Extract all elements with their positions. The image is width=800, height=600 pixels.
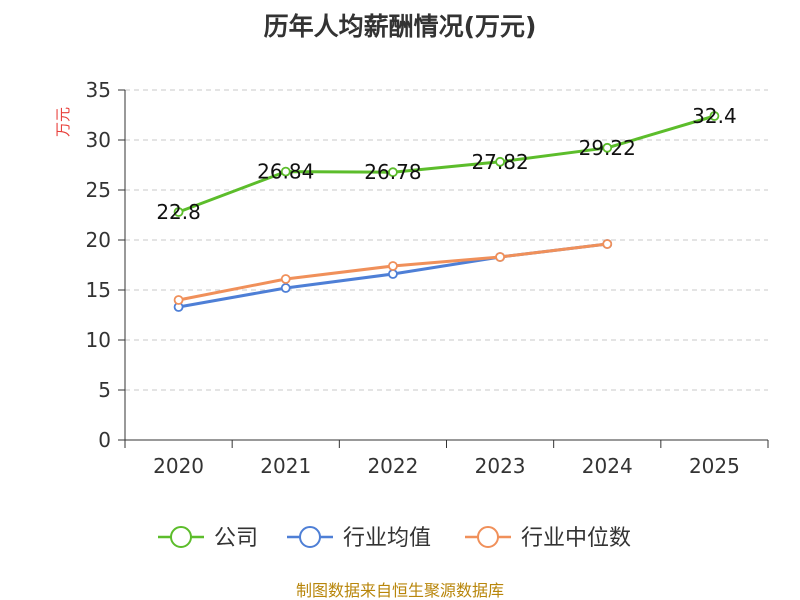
y-tick-label: 5: [98, 378, 111, 402]
data-point[interactable]: [388, 167, 398, 178]
data-point[interactable]: [495, 156, 505, 167]
data-point[interactable]: [173, 295, 184, 305]
y-tick-label: 20: [86, 228, 111, 252]
data-label: 27.82: [471, 150, 528, 174]
legend-label: 行业均值: [343, 526, 431, 551]
data-point[interactable]: [280, 283, 291, 293]
x-tick-label-2021: 2021: [260, 454, 311, 478]
legend-label: 行业中位数: [521, 526, 631, 551]
x-tick-label-2025: 2025: [689, 454, 740, 478]
data-point[interactable]: [280, 274, 291, 284]
y-tick-label: 30: [86, 128, 111, 152]
data-point[interactable]: [173, 207, 184, 217]
y-axis-label: 万元: [54, 107, 72, 137]
chart-title: 历年人均薪酬情况(万元): [264, 12, 537, 41]
data-point[interactable]: [280, 166, 291, 177]
legend-item-0[interactable]: 公司: [158, 526, 258, 551]
legend-item-1[interactable]: 行业均值: [287, 526, 431, 551]
x-tick-label-2022: 2022: [367, 454, 418, 478]
y-tick-label: 15: [86, 278, 111, 302]
legend-item-2[interactable]: 行业中位数: [465, 526, 631, 551]
data-labels: 22.8 26.84 26.78 27.82 29.22 32.4: [156, 104, 736, 224]
data-point[interactable]: [388, 269, 398, 279]
data-point[interactable]: [709, 111, 720, 121]
y-tick-label: 0: [98, 428, 111, 452]
source-note: 制图数据来自恒生聚源数据库: [296, 581, 504, 600]
series-line-0: [177, 114, 716, 214]
legend-marker: [477, 526, 499, 548]
data-label: 26.78: [364, 160, 421, 184]
legend[interactable]: 公司 行业均值 行业中位数: [158, 526, 631, 551]
y-tick-label: 10: [86, 328, 111, 352]
data-label: 32.4: [692, 104, 737, 128]
legend-label: 公司: [214, 526, 258, 551]
y-tick-label: 25: [86, 178, 111, 202]
data-point[interactable]: [388, 261, 398, 271]
series-layer: [173, 111, 720, 312]
data-point[interactable]: [495, 252, 505, 262]
grid-lines: [125, 89, 768, 391]
x-tick-label-2023: 2023: [475, 454, 526, 478]
y-tick-label: 35: [86, 78, 111, 102]
legend-marker: [299, 526, 321, 548]
x-tick-label-2024: 2024: [582, 454, 633, 478]
x-tick-label-2020: 2020: [153, 454, 204, 478]
data-label: 22.8: [156, 200, 201, 224]
data-label: 26.84: [257, 160, 314, 184]
legend-marker: [170, 526, 192, 548]
data-point[interactable]: [602, 239, 613, 249]
data-point[interactable]: [602, 142, 613, 153]
data-label: 29.22: [579, 136, 636, 160]
